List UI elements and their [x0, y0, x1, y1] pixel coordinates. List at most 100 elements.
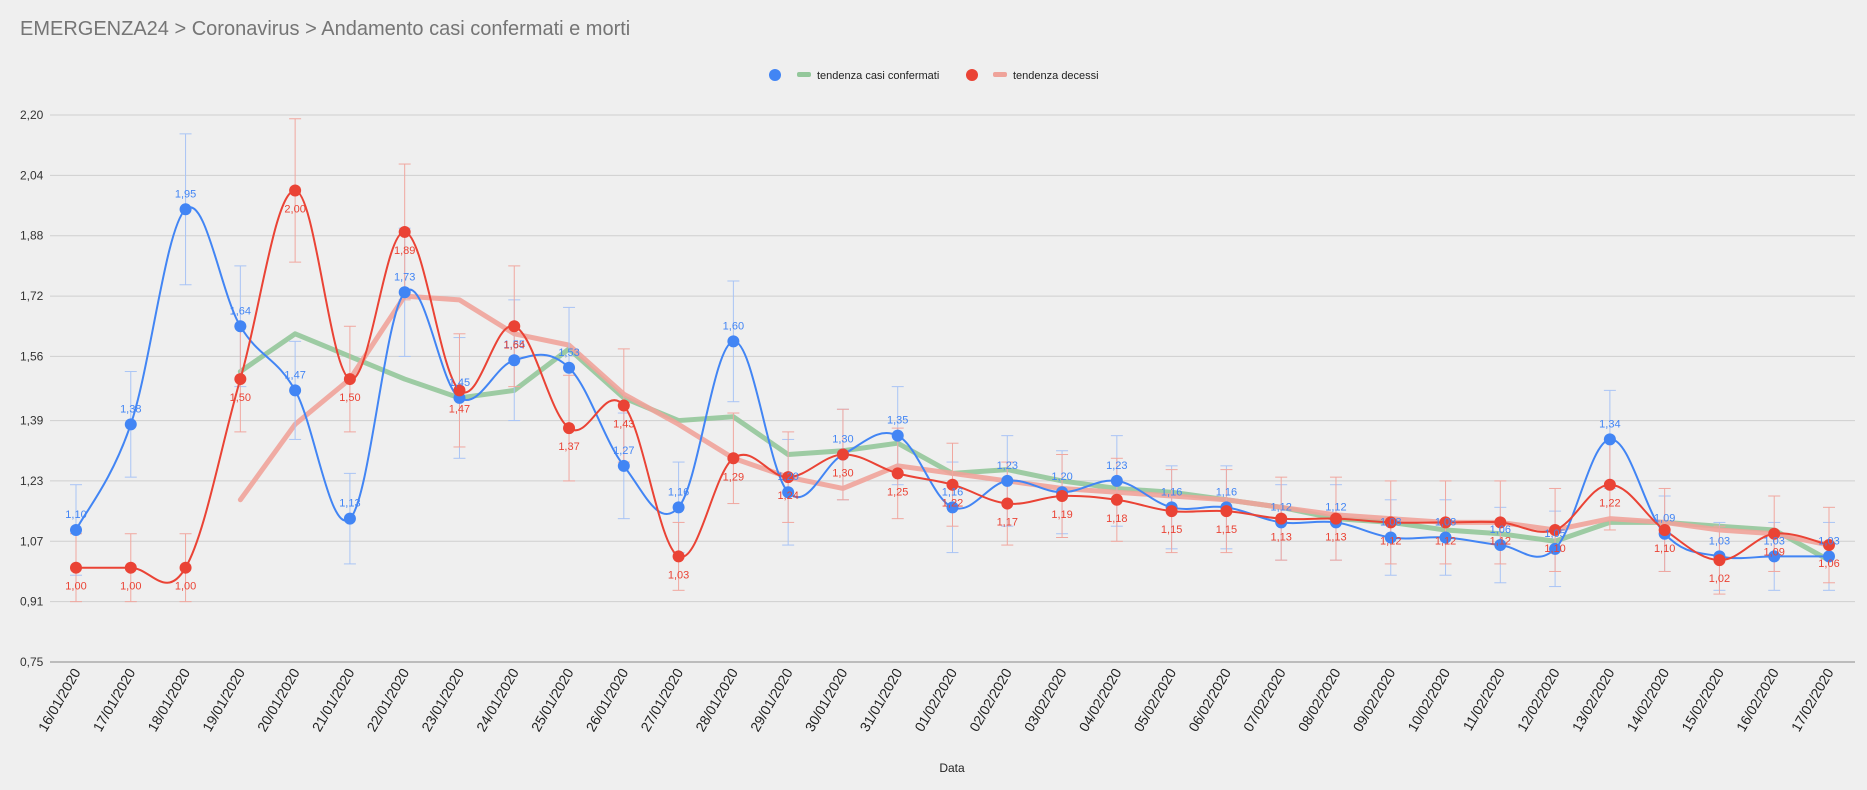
data-label-casi: 1,55: [504, 339, 525, 351]
x-tick-label: 25/01/2020: [528, 665, 577, 734]
point-decessi: [508, 320, 521, 333]
x-tick-label: 16/01/2020: [35, 665, 84, 734]
data-label-casi: 1,03: [1764, 535, 1785, 547]
point-casi: [289, 384, 302, 397]
x-tick-label: 06/02/2020: [1185, 665, 1234, 734]
x-tick-label: 08/02/2020: [1295, 665, 1344, 734]
legend-marker-casi: [769, 69, 781, 81]
point-casi: [343, 512, 356, 525]
point-casi: [946, 501, 959, 514]
data-label-casi: 1,53: [558, 347, 579, 359]
x-tick-label: 19/01/2020: [199, 665, 248, 734]
data-label-decessi: 1,13: [1325, 532, 1346, 544]
y-tick-label: 0,75: [20, 655, 44, 669]
point-casi: [124, 418, 137, 431]
x-tick-label: 26/01/2020: [583, 665, 632, 734]
point-decessi: [1439, 516, 1452, 529]
data-label-casi: 1,16: [942, 486, 963, 498]
data-label-casi: 1,03: [1818, 535, 1839, 547]
data-label-casi: 1,27: [613, 445, 634, 457]
x-tick-label: 22/01/2020: [363, 665, 412, 734]
data-label-casi: 1,08: [1380, 517, 1401, 529]
point-casi: [563, 361, 576, 374]
point-decessi: [289, 184, 302, 197]
x-axis-title: Data: [939, 761, 965, 775]
y-tick-label: 0,91: [20, 595, 44, 609]
data-label-decessi: 1,50: [230, 392, 251, 404]
data-label-casi: 1,12: [1270, 501, 1291, 513]
data-label-decessi: 1,43: [613, 418, 634, 430]
grid-lines: [50, 114, 1855, 663]
data-label-decessi: 1,12: [1490, 535, 1511, 547]
y-tick-label: 1,72: [20, 289, 44, 303]
data-label-casi: 1,60: [723, 320, 744, 332]
data-label-decessi: 1,00: [120, 581, 141, 593]
data-label-decessi: 1,89: [394, 245, 415, 257]
data-label-casi: 1,16: [1161, 486, 1182, 498]
data-label-casi: 1,05: [1544, 528, 1565, 540]
x-tick-label: 27/01/2020: [637, 665, 686, 734]
data-label-casi: 1,30: [832, 434, 853, 446]
point-decessi: [563, 422, 576, 435]
data-label-casi: 1,20: [1051, 471, 1072, 483]
point-casi: [398, 286, 411, 299]
data-label-decessi: 1,02: [1709, 573, 1730, 585]
x-axis-ticks: 16/01/2020 17/01/2020 18/01/2020 19/01/2020…: [35, 665, 1837, 734]
data-label-decessi: 1,10: [1654, 543, 1675, 555]
point-decessi: [1494, 516, 1507, 529]
point-decessi: [836, 448, 849, 461]
point-casi: [1494, 539, 1507, 552]
point-decessi: [453, 384, 466, 397]
data-label-decessi: 1,64: [504, 339, 525, 351]
point-decessi: [1275, 512, 1288, 525]
point-casi: [1549, 542, 1562, 555]
data-label-decessi: 1,15: [1216, 524, 1237, 536]
x-tick-label: 02/02/2020: [966, 665, 1015, 734]
y-tick-label: 2,20: [20, 108, 44, 122]
data-label-decessi: 2,00: [284, 203, 305, 215]
data-labels: 1,10 1,38 1,95 1,64 1,47 1,13 1,73 1,45 1,55 1,53…: [65, 188, 1839, 592]
point-decessi: [1549, 523, 1562, 536]
point-decessi: [1823, 539, 1835, 552]
trend-lines: [237, 293, 1832, 563]
x-tick-label: 17/02/2020: [1788, 665, 1837, 734]
data-label-decessi: 1,00: [65, 581, 86, 593]
point-casi: [782, 486, 795, 499]
x-tick-label: 30/01/2020: [802, 665, 851, 734]
point-decessi: [398, 225, 411, 238]
data-label-decessi: 1,19: [1051, 509, 1072, 521]
data-label-decessi: 1,25: [887, 486, 908, 498]
legend-swatch-tendenza-decessi: [993, 72, 1007, 77]
point-decessi: [1220, 505, 1233, 518]
y-tick-label: 1,39: [20, 414, 44, 428]
point-decessi: [1603, 478, 1616, 491]
point-decessi: [343, 373, 356, 386]
data-label-decessi: 1,03: [668, 569, 689, 581]
point-decessi: [1110, 493, 1123, 506]
data-label-decessi: 1,18: [1106, 513, 1127, 525]
trend-line-casi: [237, 331, 1832, 563]
data-label-casi: 1,08: [1435, 517, 1456, 529]
x-tick-label: 11/02/2020: [1460, 665, 1508, 733]
legend-marker-decessi: [966, 69, 978, 81]
x-tick-label: 12/02/2020: [1514, 665, 1563, 734]
data-label-decessi: 1,30: [832, 468, 853, 480]
point-casi: [1823, 550, 1835, 563]
point-casi: [70, 523, 82, 536]
point-decessi: [672, 550, 685, 563]
x-tick-label: 16/02/2020: [1733, 665, 1782, 734]
legend: tendenza casi confermati tendenza decess…: [769, 69, 1099, 82]
x-tick-label: 28/01/2020: [692, 665, 741, 734]
point-casi: [234, 320, 247, 333]
point-casi: [1439, 531, 1452, 544]
data-label-decessi: 1,24: [777, 490, 798, 502]
point-decessi: [782, 471, 795, 484]
y-axis-ticks: 0,75 0,91 1,07 1,23 1,39 1,56 1,72 1,88 2,04 2,20: [20, 108, 44, 669]
data-label-decessi: 1,50: [339, 392, 360, 404]
data-label-decessi: 1,29: [723, 471, 744, 483]
data-label-decessi: 1,47: [449, 403, 470, 415]
data-label-decessi: 1,12: [1380, 535, 1401, 547]
x-tick-label: 05/02/2020: [1130, 665, 1179, 734]
point-casi: [727, 335, 740, 348]
data-label-casi: 1,13: [339, 498, 360, 510]
